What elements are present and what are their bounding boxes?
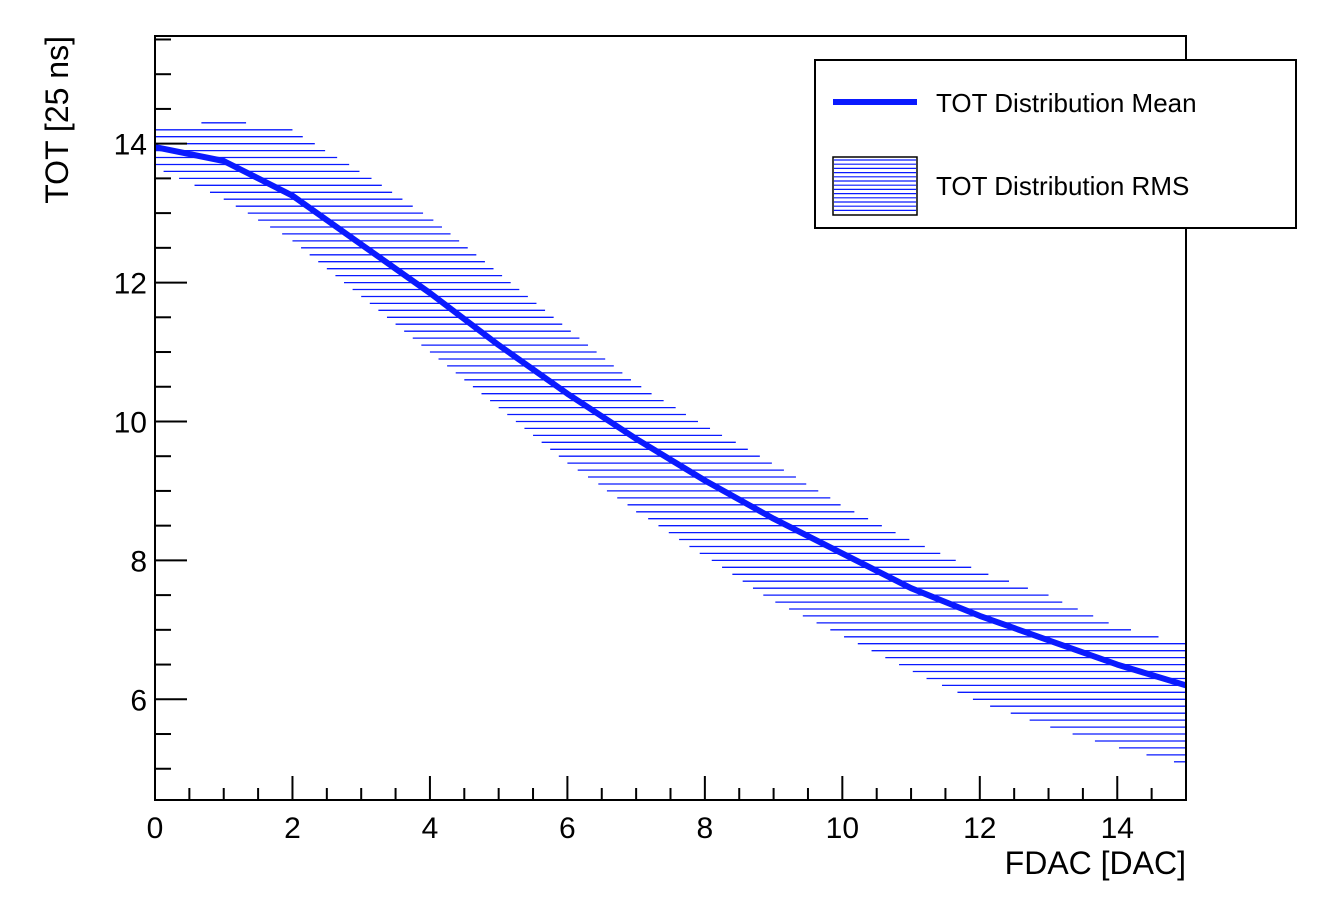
y-tick-label: 6 — [130, 684, 147, 717]
mean-series — [154, 144, 1187, 689]
y-tick-label: 10 — [114, 406, 147, 439]
legend-mean-label: TOT Distribution Mean — [936, 88, 1197, 118]
y-axis-tick-labels: 6 8 10 12 14 — [114, 129, 147, 718]
x-axis-tick-labels: 0 2 4 6 8 10 12 14 — [147, 812, 1134, 845]
legend: TOT Distribution Mean TOT Distribution R… — [814, 59, 1297, 229]
y-tick-label: 12 — [114, 268, 147, 301]
legend-rms-label: TOT Distribution RMS — [936, 171, 1189, 201]
y-tick-label: 14 — [114, 129, 147, 162]
x-tick-label: 12 — [963, 812, 996, 845]
x-axis-title: FDAC [DAC] — [1005, 845, 1186, 881]
x-tick-label: 10 — [826, 812, 859, 845]
x-tick-label: 14 — [1101, 812, 1134, 845]
mean-line — [154, 144, 1187, 689]
x-tick-label: 4 — [422, 812, 439, 845]
legend-rms-swatch — [832, 156, 918, 216]
legend-rms-swatch-border — [832, 156, 918, 216]
x-axis-ticks — [154, 776, 1187, 800]
x-tick-label: 0 — [147, 812, 164, 845]
legend-box — [814, 59, 1297, 229]
x-tick-label: 2 — [284, 812, 301, 845]
y-axis-ticks — [155, 38, 187, 770]
x-tick-label: 6 — [559, 812, 576, 845]
y-axis-title: TOT [25 ns] — [39, 36, 75, 204]
y-tick-label: 8 — [130, 545, 147, 578]
x-tick-label: 8 — [697, 812, 714, 845]
rms-band — [155, 122, 1186, 763]
